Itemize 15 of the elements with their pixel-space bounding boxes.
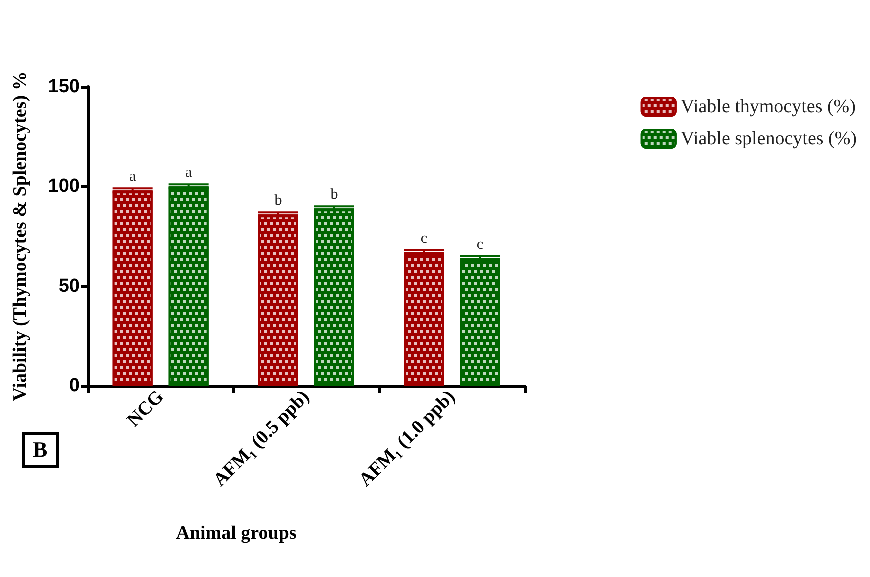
data-label: b <box>330 187 338 204</box>
legend-label: Viable thymocytes (%) <box>680 96 856 118</box>
y-tick-label: 0 <box>69 376 80 396</box>
y-tick-label: 150 <box>48 76 80 98</box>
data-label: a <box>185 165 192 182</box>
data-label: c <box>420 230 428 247</box>
data-label: c <box>476 236 484 253</box>
y-axis-title: Viability (Thymocytes & Splenocytes) % <box>10 72 31 402</box>
y-tick-label: 100 <box>48 176 80 198</box>
y-tick-label: 50 <box>58 276 80 297</box>
data-label: a <box>129 169 136 186</box>
legend-label: Viable splenocytes (%) <box>680 128 858 150</box>
x-axis-title: Animal groups <box>176 523 297 544</box>
text: B <box>22 432 59 468</box>
data-label: b <box>274 193 282 210</box>
